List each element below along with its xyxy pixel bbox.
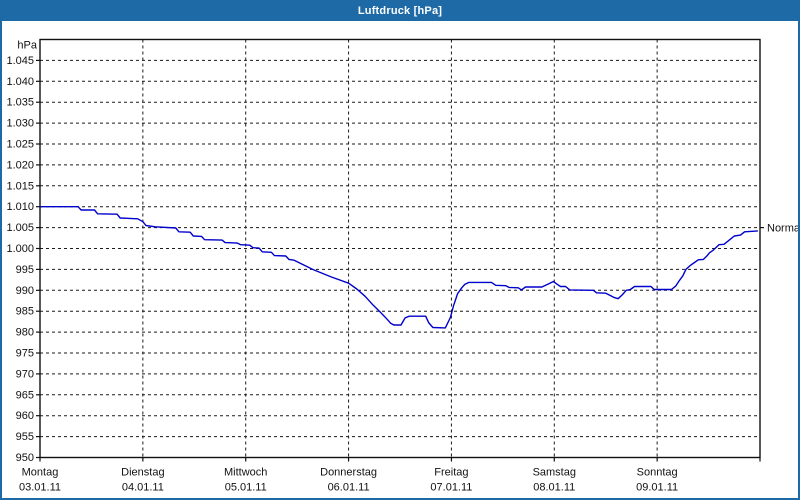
- y-tick-label: 980: [16, 327, 34, 339]
- y-tick-label: 955: [16, 431, 34, 443]
- y-axis-unit-label: hPa: [17, 40, 37, 52]
- y-tick-label: 1.040: [6, 76, 34, 88]
- y-tick-label: 995: [16, 264, 34, 276]
- day-name-label: Mittwoch: [224, 467, 267, 479]
- day-name-label: Dienstag: [121, 467, 164, 479]
- normal-marker-label: Normal: [767, 223, 798, 235]
- y-tick-label: 970: [16, 368, 34, 380]
- y-tick-label: 1.045: [6, 55, 34, 67]
- y-tick-label: 1.005: [6, 222, 34, 234]
- window-title: Luftdruck [hPa]: [357, 4, 443, 17]
- day-name-label: Freitag: [434, 467, 468, 479]
- day-date-label: 09.01.11: [636, 482, 678, 494]
- plot-border: [39, 38, 761, 459]
- day-date-label: 03.01.11: [19, 482, 61, 494]
- y-tick-label: 985: [16, 306, 34, 318]
- day-date-label: 05.01.11: [225, 482, 267, 494]
- y-tick-label: 1.025: [6, 139, 34, 151]
- day-date-label: 06.01.11: [328, 482, 370, 494]
- y-tick-label: 1.030: [6, 118, 34, 130]
- day-name-label: Donnerstag: [320, 467, 377, 479]
- day-name-label: Samstag: [533, 467, 576, 479]
- y-tick-label: 960: [16, 410, 34, 422]
- pressure-chart: 950 955 960 965 970 975 980 985 990 995 1.000 1.005…: [6, 38, 798, 494]
- chart-area: 950 955 960 965 970 975 980 985 990 995 1.000 1.005…: [2, 21, 798, 498]
- day-date-label: 08.01.11: [533, 482, 575, 494]
- pressure-line: [40, 205, 758, 329]
- day-date-label: 07.01.11: [430, 482, 472, 494]
- y-tick-label: 965: [16, 389, 34, 401]
- y-tick-label: 1.000: [6, 243, 34, 255]
- y-tick-label: 990: [16, 285, 34, 297]
- y-tick-label: 1.020: [6, 159, 34, 171]
- y-tick-label: 950: [16, 452, 34, 464]
- y-tick-label: 1.015: [6, 180, 34, 192]
- y-tick-label: 1.035: [6, 97, 34, 109]
- day-name-label: Sonntag: [637, 467, 678, 479]
- day-date-label: 04.01.11: [122, 482, 164, 494]
- window-titlebar: Luftdruck [hPa]: [2, 0, 798, 21]
- day-name-label: Montag: [22, 467, 59, 479]
- y-tick-label: 1.010: [6, 201, 34, 213]
- y-tick-label: 975: [16, 348, 34, 360]
